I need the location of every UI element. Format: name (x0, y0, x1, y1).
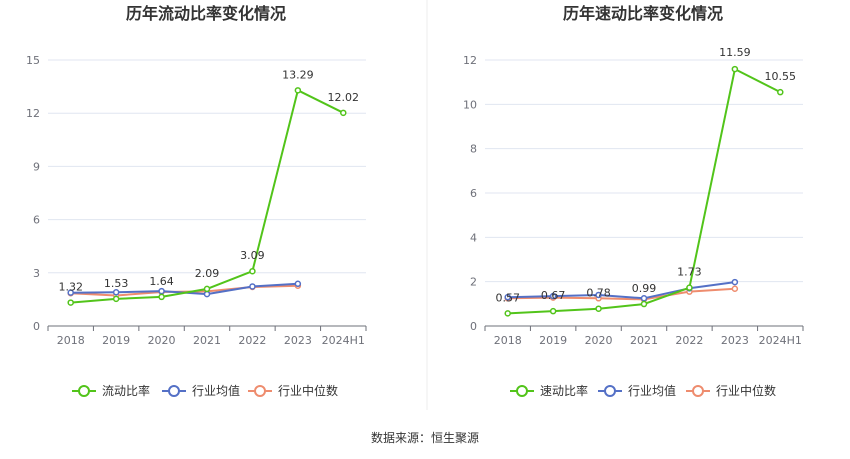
series-main (504, 65, 784, 317)
legend-label: 流动比率 (102, 383, 150, 398)
legend-label: 行业均值 (192, 383, 240, 398)
legend-marker-icon (254, 385, 266, 397)
data-point[interactable] (158, 293, 165, 301)
x-tick-label: 2022 (238, 334, 266, 347)
legend-item[interactable]: 速动比率 (510, 383, 588, 398)
data-point[interactable] (640, 300, 648, 308)
data-point[interactable] (158, 287, 165, 295)
data-point[interactable] (67, 299, 74, 306)
y-tick-label: 2 (470, 276, 477, 289)
data-point[interactable] (640, 295, 648, 302)
data-point[interactable] (504, 293, 511, 301)
data-point[interactable] (731, 285, 739, 293)
legend-label: 行业中位数 (716, 383, 776, 398)
y-tick-label: 9 (33, 160, 40, 173)
y-tick-label: 6 (470, 187, 477, 200)
x-tick-label: 2021 (193, 334, 221, 347)
data-point[interactable] (595, 305, 602, 312)
data-point[interactable] (67, 289, 74, 296)
legend-item[interactable]: 行业中位数 (248, 383, 338, 398)
x-tick-label: 2018 (57, 334, 85, 347)
y-tick-label: 4 (470, 231, 477, 244)
data-point[interactable] (731, 278, 739, 286)
series-line (507, 68, 781, 315)
y-tick-label: 6 (33, 214, 40, 227)
legend-marker-icon (604, 385, 616, 397)
legend-marker-icon (516, 385, 528, 397)
y-tick-label: 8 (470, 143, 477, 156)
x-tick-label: 2023 (721, 334, 749, 347)
chart-title: 历年速动比率变化情况 (563, 4, 723, 23)
data-label: 0.57 (495, 291, 520, 304)
series-line (507, 281, 736, 300)
series-main (67, 87, 347, 306)
data-point[interactable] (294, 87, 302, 94)
x-tick-label: 2020 (148, 334, 176, 347)
legend-marker-icon (692, 385, 704, 397)
y-tick-label: 12 (26, 107, 40, 120)
chart-2: 历年速动比率变化情况 0 2 4 6 8 10 12 2018 2019 2020 2021 2022 2… (463, 4, 804, 398)
legend-marker-icon (168, 385, 180, 397)
y-tick-label: 15 (26, 54, 40, 67)
data-label: 11.59 (719, 46, 751, 59)
data-label: 13.29 (282, 68, 314, 81)
data-point[interactable] (112, 289, 120, 296)
x-tick-label: 2024H1 (759, 334, 802, 347)
data-point[interactable] (777, 88, 784, 96)
data-point[interactable] (686, 284, 693, 291)
chart-title: 历年流动比率变化情况 (126, 4, 286, 23)
x-tick-label: 2019 (539, 334, 567, 347)
data-label: 1.32 (58, 281, 83, 294)
data-source-note: 数据来源：恒生聚源 (370, 431, 479, 445)
data-point[interactable] (549, 292, 557, 300)
legend-item[interactable]: 行业均值 (598, 383, 676, 398)
data-label: 10.55 (765, 70, 797, 83)
data-point[interactable] (340, 109, 347, 117)
series-line (507, 287, 735, 301)
x-tick-label: 2020 (585, 334, 613, 347)
legend: 速动比率 行业均值 行业中位数 (510, 383, 776, 398)
legend-marker-icon (78, 385, 90, 397)
data-point[interactable] (112, 295, 120, 303)
data-label: 1.53 (104, 277, 129, 290)
data-label: 0.67 (541, 289, 566, 302)
chart-1: 历年流动比率变化情况 0 3 6 9 12 15 2018 2019 2020 2021 2022 20… (26, 4, 367, 398)
x-tick-label: 2024H1 (322, 334, 365, 347)
data-point[interactable] (595, 291, 602, 299)
data-point[interactable] (249, 283, 256, 290)
legend-label: 行业中位数 (278, 383, 338, 398)
data-point[interactable] (203, 285, 211, 293)
data-label: 0.78 (586, 287, 611, 300)
data-label: 1.73 (677, 266, 702, 279)
y-tick-label: 12 (463, 54, 477, 67)
data-label: 3.09 (240, 249, 265, 262)
data-point[interactable] (549, 307, 557, 315)
series-avg (504, 278, 739, 302)
y-tick-label: 0 (33, 320, 40, 333)
legend-label: 行业均值 (628, 383, 676, 398)
x-tick-label: 2023 (284, 334, 312, 347)
x-tick-label: 2022 (675, 334, 703, 347)
data-label: 1.64 (149, 275, 174, 288)
data-point[interactable] (249, 267, 256, 275)
legend-item[interactable]: 行业中位数 (686, 383, 776, 398)
y-tick-label: 0 (470, 320, 477, 333)
data-label: 12.02 (328, 91, 360, 104)
x-tick-label: 2019 (102, 334, 130, 347)
legend-item[interactable]: 流动比率 (72, 383, 150, 398)
y-tick-label: 10 (463, 98, 477, 111)
data-point[interactable] (203, 290, 211, 298)
legend-item[interactable]: 行业均值 (162, 383, 240, 398)
data-point[interactable] (294, 280, 302, 288)
data-point[interactable] (504, 310, 511, 317)
legend: 流动比率 行业均值 行业中位数 (72, 383, 338, 398)
y-tick-label: 3 (33, 267, 40, 280)
x-tick-label: 2021 (630, 334, 658, 347)
legend-label: 速动比率 (540, 383, 588, 398)
data-point[interactable] (731, 65, 739, 73)
data-label: 2.09 (195, 267, 220, 280)
data-label: 0.99 (632, 282, 657, 295)
x-tick-label: 2018 (494, 334, 522, 347)
